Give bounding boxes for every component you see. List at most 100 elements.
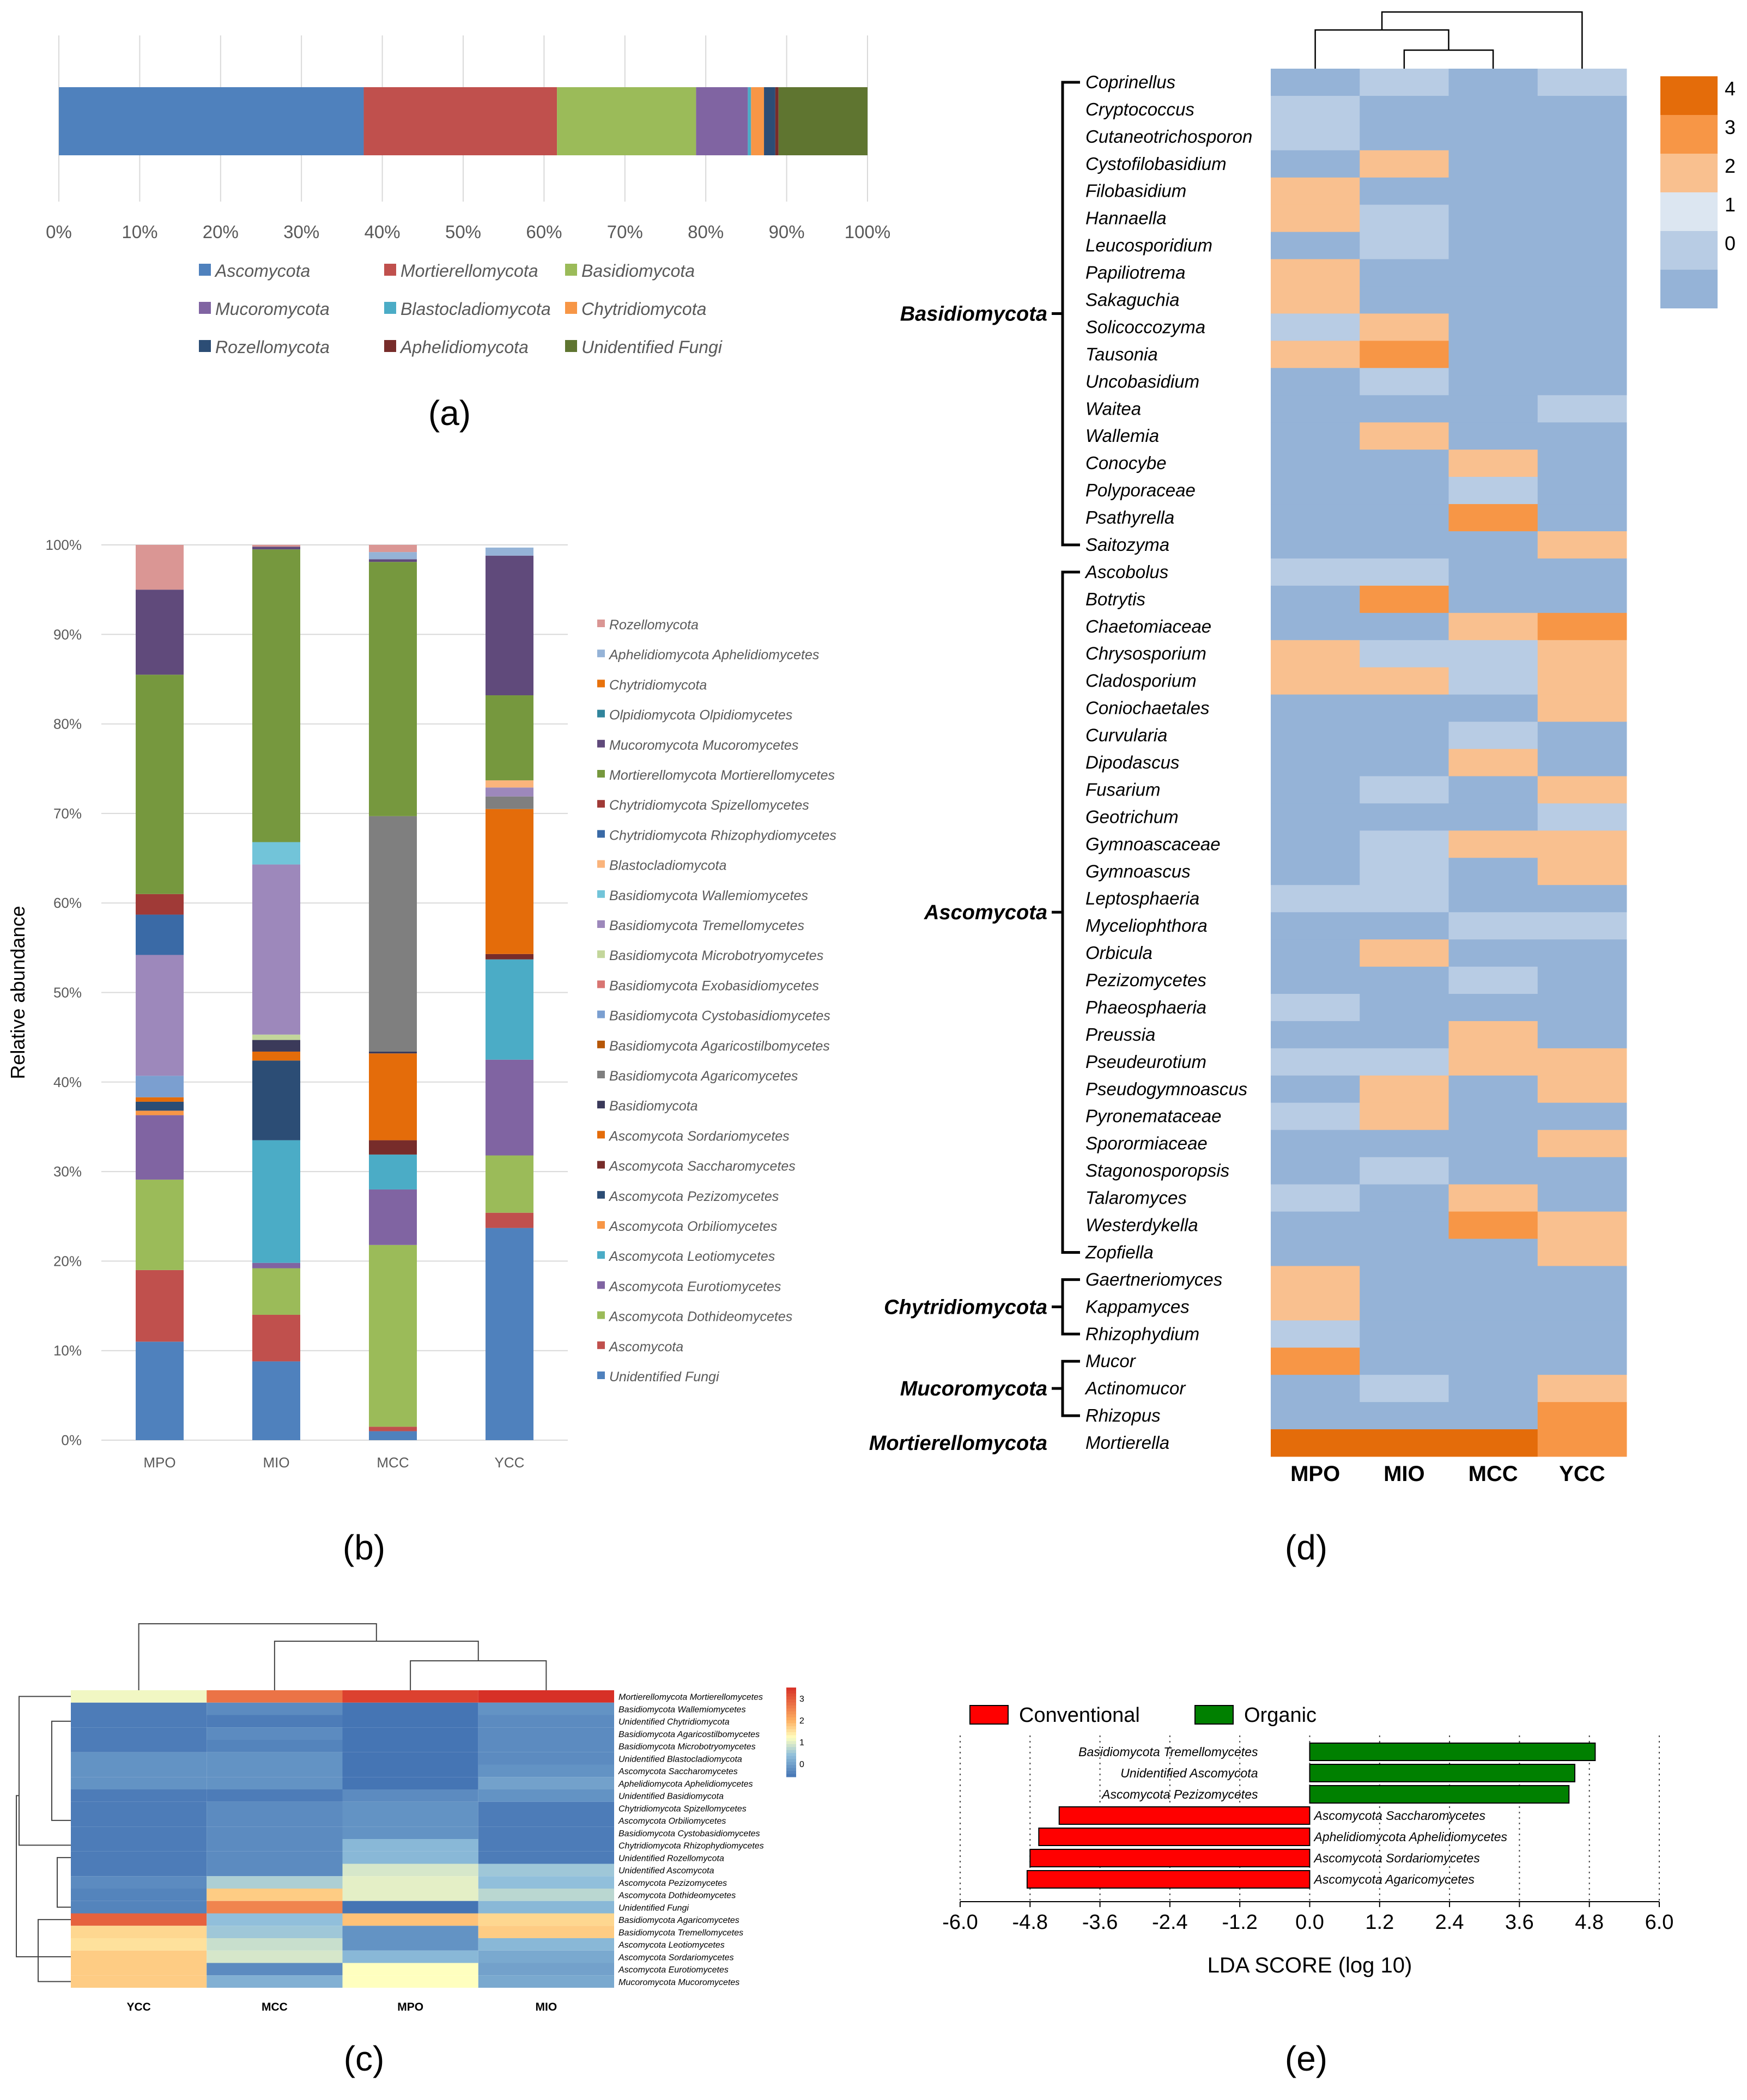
b-legend-label: Ascomycota Leotiomycetes	[608, 1249, 775, 1264]
c-row-label: Mucoromycota Mucoromycetes	[618, 1978, 739, 1987]
a-x-tick-label: 30%	[283, 222, 319, 242]
d-group-label: Chytridiomycota	[884, 1296, 1047, 1319]
b-legend-swatch	[597, 770, 605, 778]
d-heatmap-cell	[1448, 612, 1538, 641]
a-bar-segment	[363, 87, 557, 155]
c-row-dendrogram	[51, 1720, 71, 1821]
c-colorbar-band	[786, 1711, 796, 1715]
c-colorbar-band	[786, 1688, 796, 1691]
d-heatmap-cell	[1271, 858, 1360, 885]
b-bar-segment	[252, 842, 300, 865]
c-heatmap-cell	[71, 1789, 207, 1802]
c-heatmap-cell	[71, 1777, 207, 1789]
c-row-dendrogram	[38, 1919, 71, 1982]
c-row-label: Ascomycota Leotiomycetes	[618, 1941, 725, 1950]
d-heatmap-cell	[1537, 123, 1627, 151]
b-legend-swatch	[597, 1341, 605, 1349]
b-legend-label: Unidentified Fungi	[609, 1369, 720, 1385]
d-heatmap-cell	[1360, 368, 1449, 396]
a-x-tick-label: 10%	[122, 222, 157, 242]
b-legend-swatch	[597, 1101, 605, 1109]
b-legend-swatch	[597, 1010, 605, 1018]
d-heatmap-cell	[1271, 585, 1360, 614]
a-legend-swatch	[565, 340, 577, 352]
d-heatmap-cell	[1360, 1266, 1449, 1294]
c-heatmap-cell	[342, 1702, 478, 1715]
b-legend-label: Blastocladiomycota	[609, 858, 726, 873]
d-heatmap-cell	[1448, 313, 1538, 341]
c-heatmap-cell	[342, 1777, 478, 1789]
c-heatmap-cell	[71, 1690, 207, 1703]
c-heatmap-cell	[71, 1963, 207, 1976]
d-heatmap-cell	[1271, 1048, 1360, 1076]
d-row-label: Phaeosphaeria	[1085, 997, 1206, 1017]
d-heatmap-cell	[1360, 1293, 1449, 1321]
b-bar-segment	[369, 1431, 417, 1440]
d-row-label: Waitea	[1085, 398, 1141, 418]
b-bar-segment	[136, 1270, 184, 1342]
b-bar-segment	[252, 549, 300, 842]
e-x-tick-label: -6.0	[942, 1911, 978, 1934]
d-heatmap-cell	[1537, 640, 1627, 668]
b-bar-segment	[252, 1361, 300, 1440]
b-bar-segment	[136, 1101, 184, 1111]
d-group-bracket	[1061, 1278, 1080, 1336]
c-heatmap-cell	[71, 1889, 207, 1901]
c-colorbar-tick: 3	[799, 1695, 804, 1704]
c-heatmap-cell	[342, 1889, 478, 1901]
d-heatmap-cell	[1271, 259, 1360, 287]
e-lda-bar	[1038, 1828, 1311, 1846]
d-heatmap-cell	[1360, 232, 1449, 260]
d-legend-value: 4	[1725, 77, 1736, 100]
b-bar-segment	[486, 780, 533, 788]
c-heatmap-cell	[478, 1740, 614, 1752]
e-x-tick-label: -2.4	[1152, 1911, 1187, 1934]
a-bar-segment	[696, 87, 748, 155]
c-heatmap-cell	[71, 1926, 207, 1938]
b-bar-segment	[252, 1051, 300, 1061]
d-heatmap-cell	[1448, 368, 1538, 396]
d-heatmap-cell	[1448, 1021, 1538, 1049]
a-bar-segment	[775, 87, 779, 155]
a-legend-label: Mortierellomycota	[401, 261, 538, 281]
b-bar-segment	[486, 1059, 533, 1156]
c-heatmap-cell	[71, 1740, 207, 1752]
d-heatmap-cell	[1271, 640, 1360, 668]
a-legend-swatch	[565, 302, 577, 314]
a-x-tick-label: 100%	[845, 222, 890, 242]
c-heatmap-cell	[342, 1690, 478, 1703]
d-heatmap-cell	[1448, 858, 1538, 885]
b-bar-segment	[486, 959, 533, 1060]
c-heatmap-cell	[207, 1975, 343, 1988]
d-heatmap-cell	[1448, 150, 1538, 178]
d-row-label: Pseudogymnoascus	[1085, 1079, 1247, 1099]
c-heatmap-cell	[207, 1740, 343, 1752]
d-row-label: Leucosporidium	[1085, 235, 1212, 256]
d-heatmap-cell	[1271, 1157, 1360, 1185]
d-heatmap-cell	[1448, 694, 1538, 723]
d-row-label: Kappamyces	[1085, 1296, 1190, 1316]
c-colorbar-band	[786, 1765, 796, 1769]
d-heatmap-cell	[1360, 776, 1449, 804]
d-heatmap-cell	[1448, 1048, 1538, 1076]
b-bar-segment	[486, 1155, 533, 1213]
d-row-label: Talaromyces	[1085, 1188, 1187, 1208]
d-heatmap-cell	[1271, 667, 1360, 695]
d-heatmap-cell	[1448, 1239, 1538, 1266]
d-heatmap-cell	[1448, 1348, 1538, 1375]
d-heatmap-cell	[1360, 95, 1449, 124]
d-heatmap-cell	[1448, 749, 1538, 776]
c-heatmap-cell	[478, 1690, 614, 1703]
d-row-label: Sporormiaceae	[1085, 1133, 1208, 1154]
c-heatmap-cell	[342, 1764, 478, 1777]
b-bar-segment	[252, 1034, 300, 1040]
c-row-dendrogram	[57, 1857, 71, 1908]
d-group-bracket	[1061, 570, 1080, 1254]
d-heatmap-cell	[1360, 1239, 1449, 1266]
d-row-label: Gymnoascus	[1085, 861, 1191, 881]
b-bar-segment	[136, 1110, 184, 1115]
a-legend-label: Mucoromycota	[215, 299, 330, 319]
c-column-label: MIO	[536, 2001, 557, 2013]
d-heatmap-cell	[1271, 885, 1360, 913]
d-heatmap-cell	[1537, 1102, 1627, 1131]
